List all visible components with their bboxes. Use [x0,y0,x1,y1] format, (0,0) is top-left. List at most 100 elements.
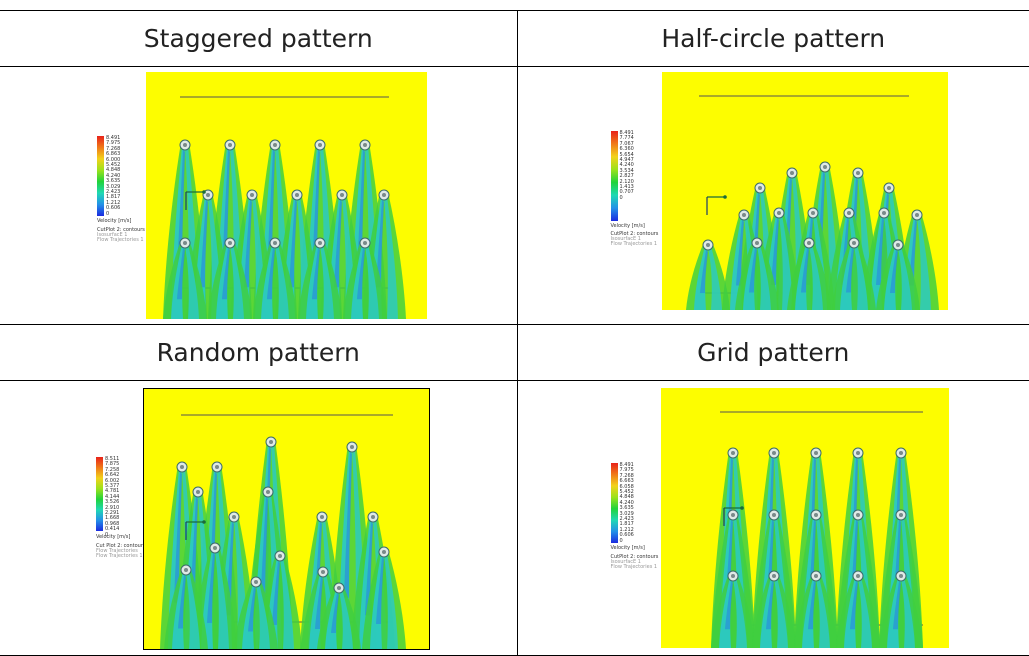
flow-plume [164,564,208,649]
flow-plume [685,239,730,310]
colorbar-tick-label: 8.511 [105,456,120,462]
legend-caption: CutPlot 2: contours [610,554,659,560]
colorbar-tick-label: 2.827 [619,173,634,180]
colorbar-tick-label: 8.491 [106,135,121,141]
colorbar-tick-label: 4.848 [619,494,634,501]
colorbar-tick-label: 1.413 [619,184,634,191]
flow-plume [317,582,361,649]
cell-random: 8.511 7.875 7.258 6.642 6.002 5.377 4.781 4.144… [0,380,518,656]
colorbar-tick-label: 2.910 [105,504,120,511]
colorbar-tick-label: 4.144 [105,493,120,500]
plot-half-circle [661,72,948,310]
colorbar-tick-label: 1.668 [105,515,120,522]
colorbar-tick-label: 3.635 [619,505,634,512]
flow-plume [786,237,831,310]
colorbar-tick-label: 4.781 [105,488,120,495]
flow-plot-half-circle [685,95,939,310]
legend-caption: Cut Plot 2: contours [96,543,146,549]
colorbar-tick-label: 3.534 [619,167,634,174]
legend-unit: Velocity [m/s] [610,545,645,551]
legend-caption: CutPlot 2: contours [97,227,145,233]
flow-plot-random [160,414,406,649]
flow-plume [163,237,207,319]
colorbar-tick-label: 2.291 [105,510,120,517]
colorbar-ticks: 8.511 7.875 7.258 6.642 6.002 5.377 4.781 4.144… [105,456,120,538]
axis-triad [185,190,206,210]
figure-table: Staggered pattern Half-circle pattern 8.… [0,10,1029,656]
legend-caption: IsosurfacE 1 [97,232,128,238]
legend-staggered: 8.491 7.975 7.268 6.863 6.000 5.452 4.848 4.240… [97,135,157,246]
colorbar-tick-label: 7.268 [619,472,634,479]
flow-plume [208,237,252,319]
colorbar-tick-label: 1.212 [619,526,634,533]
colorbar-tick-label: 3.029 [106,183,121,190]
flow-plume [298,237,342,319]
header-staggered: Staggered pattern [0,10,518,67]
colorbar-tick-label: 6.642 [105,472,120,479]
legend-caption: CutPlot 2: contours [610,231,659,237]
flow-plot-grid [710,411,923,648]
colorbar-tick-label: 2.423 [619,516,634,523]
colorbar-tick-label: 7.774 [619,135,634,142]
axis-triad [722,506,744,526]
colorbar-tick-label: 4.947 [619,157,634,164]
colorbar-tick-label: 1.817 [619,521,634,528]
colorbar-tick-label: 3.635 [106,178,121,185]
colorbar-tick-label: 7.875 [105,461,120,468]
colorbar [97,136,104,216]
flow-plume [793,570,838,648]
colorbar-tick-label: 7.975 [619,467,634,474]
flow-plume [875,239,920,310]
colorbar-tick-label: 0.606 [619,532,634,539]
colorbar-tick-label: 8.491 [619,462,634,468]
colorbar-tick-label: 0.414 [105,526,120,533]
colorbar-tick-label: 0.968 [105,520,120,527]
colorbar-ticks: 8.491 7.975 7.268 6.863 6.000 5.452 4.848 4.240… [106,135,121,217]
colorbar-tick-label: 4.848 [106,167,121,174]
colorbar-tick-label: 7.975 [106,140,121,147]
colorbar-tick-label: 4.240 [619,499,634,506]
colorbar-tick-label: 6.000 [106,156,121,163]
colorbar-tick-label: 0 [106,210,110,217]
colorbar-tick-label: 4.240 [106,172,121,179]
header-grid: Grid pattern [517,324,1029,381]
colorbar-tick-label: 6.360 [619,146,634,153]
colorbar-tick-label: 6.663 [619,478,634,485]
axis-triad [705,195,727,215]
colorbar-tick-label: 1.212 [106,199,121,206]
legend-caption: IsosurfacE 1 [610,236,641,242]
colorbar [610,463,618,543]
flow-plume [253,237,297,319]
flow-plume [734,237,779,310]
flow-plume [831,237,876,310]
colorbar-ticks: 8.491 7.774 7.067 6.360 5.654 4.947 4.240 3.534… [619,130,634,201]
legend-half-circle: 8.491 7.774 7.067 6.360 5.654 4.947 4.240 3.534… [610,130,671,251]
colorbar-tick-label: 5.452 [106,162,121,169]
colorbar-tick-label: 5.377 [105,483,120,490]
flow-plot-staggered [163,96,406,319]
legend-caption: Flow Trajectories 1 [96,553,143,559]
header-half-circle: Half-circle pattern [517,10,1029,67]
plot-random [143,388,430,650]
colorbar-tick-label: 6.002 [105,477,120,484]
colorbar-tick-label: 3.526 [105,499,120,506]
colorbar-tick-label: 3.029 [619,510,634,517]
colorbar-tick-label: 2.120 [619,178,634,185]
legend-caption: Flow Trajectories 1 [610,241,658,247]
colorbar-tick-label: 4.240 [619,162,634,169]
cell-grid: 8.491 7.975 7.268 6.663 6.058 5.452 4.848 4.240… [517,380,1029,656]
colorbar-tick-label: 7.258 [105,466,120,473]
colorbar-tick-label: 5.654 [619,151,634,158]
legend-caption: Flow Trajectories [96,548,138,554]
flow-plume [343,237,387,319]
flow-plume [362,546,406,649]
colorbar [96,457,103,531]
colorbar-tick-label: 6.863 [106,151,121,158]
axis-triad [185,520,206,540]
colorbar-ticks: 8.491 7.975 7.268 6.663 6.058 5.452 4.848 4.240… [619,462,634,544]
header-random: Random pattern [0,324,518,381]
colorbar-tick-label: 7.268 [106,145,121,152]
flow-plume [710,570,755,648]
legend-grid: 8.491 7.975 7.268 6.663 6.058 5.452 4.848 4.240… [610,462,671,583]
colorbar-tick-label: 0 [619,194,623,201]
